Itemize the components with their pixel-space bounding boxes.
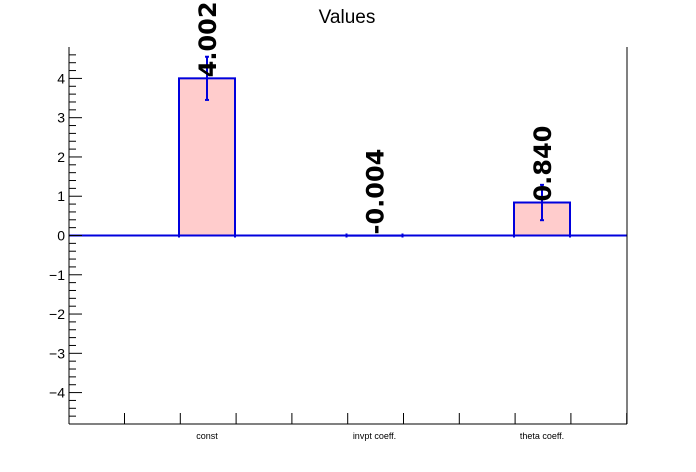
data-label: 0.840 [529, 126, 557, 202]
data-label: -0.004 [362, 149, 390, 235]
chart-title: Values [319, 7, 376, 28]
x-tick-label: invpt coeff. [353, 431, 396, 441]
y-tick-label: 1 [57, 188, 65, 204]
plot-area: 4.002 -0.004 0.840 [69, 1, 627, 238]
x-tick-label: theta coeff. [520, 431, 564, 441]
x-tick-label: const [196, 431, 218, 441]
data-label: 4.002 [194, 1, 222, 77]
y-tick-label: −4 [49, 385, 65, 401]
y-tick-label: 3 [57, 110, 65, 126]
y-tick-label: 0 [57, 228, 65, 244]
bar [178, 77, 236, 237]
y-tick-label: 4 [57, 70, 65, 86]
y-tick-label: −1 [49, 267, 65, 283]
y-tick-label: −3 [49, 345, 65, 361]
axes: −4 −3 −2 −1 0 1 2 3 4 const invpt coeff. theta coef… [49, 47, 628, 441]
y-tick-label: −2 [49, 306, 65, 322]
y-tick-label: 2 [57, 149, 65, 165]
